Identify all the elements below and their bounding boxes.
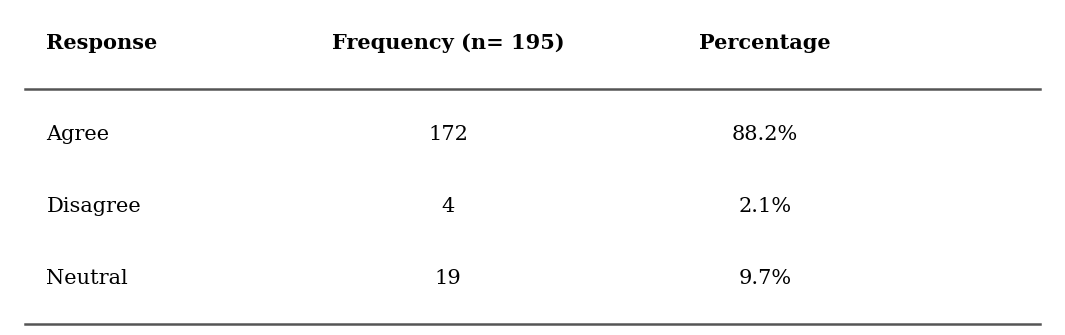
Text: 4: 4 (441, 197, 455, 216)
Text: Response: Response (47, 34, 158, 53)
Text: 88.2%: 88.2% (732, 125, 798, 144)
Text: 19: 19 (435, 269, 461, 288)
Text: Neutral: Neutral (47, 269, 128, 288)
Text: 9.7%: 9.7% (738, 269, 791, 288)
Text: Agree: Agree (47, 125, 110, 144)
Text: Percentage: Percentage (699, 34, 831, 53)
Text: Frequency (n= 195): Frequency (n= 195) (331, 34, 564, 53)
Text: 172: 172 (428, 125, 468, 144)
Text: Disagree: Disagree (47, 197, 142, 216)
Text: 2.1%: 2.1% (738, 197, 791, 216)
